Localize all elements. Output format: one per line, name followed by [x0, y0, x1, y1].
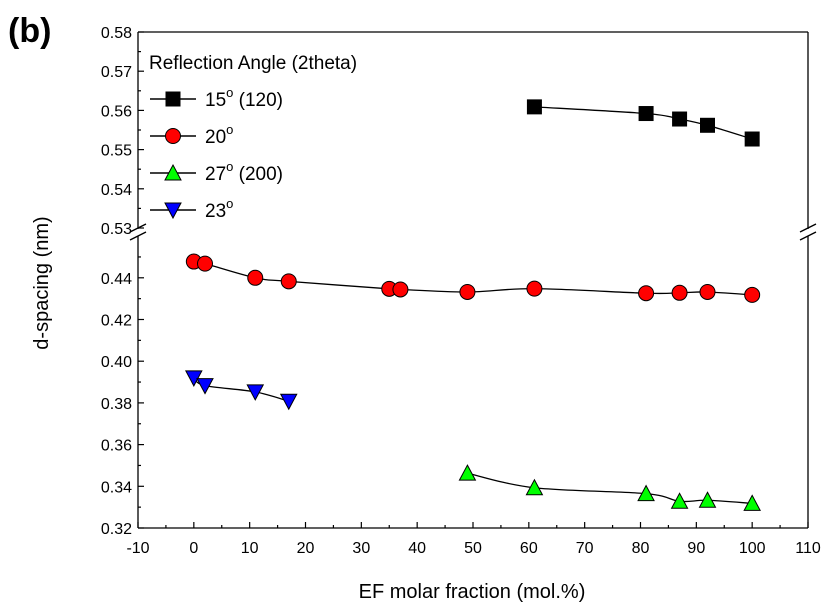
x-tick-label: 110 — [795, 540, 821, 557]
data-point-circle — [638, 285, 655, 302]
data-point-triangle-up — [458, 464, 477, 481]
y-tick-label-upper: 0.53 — [101, 221, 132, 238]
x-tick-label: 30 — [352, 540, 370, 557]
y-axis-title: d-spacing (nm) — [31, 216, 53, 349]
data-point-circle — [699, 283, 716, 300]
y-tick-label-upper: 0.55 — [101, 143, 132, 160]
y-tick-label-lower: 0.32 — [101, 521, 132, 538]
data-point-circle — [392, 281, 409, 298]
data-point-circle — [247, 269, 264, 286]
data-layer — [184, 99, 762, 511]
data-point-triangle-up — [743, 494, 762, 511]
data-point-triangle-up — [637, 484, 655, 502]
y-tick-label-lower: 0.42 — [101, 313, 132, 330]
y-tick-label-lower: 0.44 — [101, 271, 132, 288]
legend-label-0: 15o (120) — [205, 85, 283, 111]
data-point-square — [700, 117, 715, 133]
x-tick-label: 90 — [687, 540, 705, 557]
data-point-circle — [526, 280, 543, 297]
legend-label-1: 20o — [205, 122, 233, 148]
legend-marker-circle — [165, 128, 181, 144]
y-tick-label-lower: 0.40 — [101, 354, 132, 371]
legend-marker-triangle-up — [164, 163, 182, 181]
legend-marker-triangle-down — [164, 202, 182, 220]
y-tick-label-upper: 0.54 — [101, 182, 132, 199]
x-tick-label: 20 — [297, 540, 315, 557]
data-point-circle — [744, 286, 761, 303]
axis-break-mark-left-b — [129, 231, 147, 241]
data-point-circle — [671, 284, 688, 301]
axes: -10 0 10 20 30 40 50 60 70 80 90 100 110 0.32 0.34 0.36… — [101, 25, 821, 557]
data-point-circle — [459, 283, 476, 300]
legend-title: Reflection Angle (2theta) — [149, 53, 357, 74]
data-point-triangle-up — [698, 491, 717, 508]
x-tick-label: 60 — [520, 540, 538, 557]
data-point-triangle-up — [670, 492, 689, 509]
data-point-square — [672, 111, 688, 127]
x-tick-label: 10 — [241, 540, 259, 557]
x-tick-label: 70 — [576, 540, 594, 557]
data-point-triangle-down — [196, 378, 214, 395]
data-point-triangle-down — [246, 384, 265, 401]
data-point-square — [526, 99, 542, 115]
y-tick-label-upper: 0.56 — [101, 103, 132, 120]
axis-break-mark-right-a — [799, 223, 817, 233]
x-tick-label: 80 — [632, 540, 650, 557]
data-point-triangle-up — [525, 478, 544, 496]
legend-label-3: 23o — [205, 196, 233, 222]
data-point-square — [638, 106, 654, 122]
x-tick-label: 50 — [464, 540, 482, 557]
data-point-circle — [197, 255, 213, 272]
y-tick-label-lower: 0.38 — [101, 396, 132, 413]
x-tick-label: 100 — [739, 540, 766, 557]
panel-label: (b) — [8, 12, 51, 50]
axis-break-mark-right-b — [799, 231, 817, 241]
x-axis-title: EF molar fraction (mol.%) — [359, 581, 586, 603]
y-tick-label-upper: 0.57 — [101, 64, 132, 81]
x-tick-label: 40 — [408, 540, 426, 557]
legend-marker-square — [165, 91, 181, 107]
y-tick-label-lower: 0.34 — [101, 479, 132, 496]
y-tick-label-upper: 0.58 — [101, 25, 132, 42]
y-tick-label-lower: 0.36 — [101, 438, 132, 455]
x-tick-label: 0 — [189, 540, 198, 557]
data-point-circle — [280, 273, 297, 290]
legend-label-2: 27o (200) — [205, 159, 283, 185]
x-tick-label: -10 — [126, 540, 149, 557]
data-point-square — [744, 131, 760, 147]
legend: Reflection Angle (2theta) 15o (120) 20o 27… — [149, 53, 357, 222]
data-point-triangle-down — [279, 393, 298, 411]
